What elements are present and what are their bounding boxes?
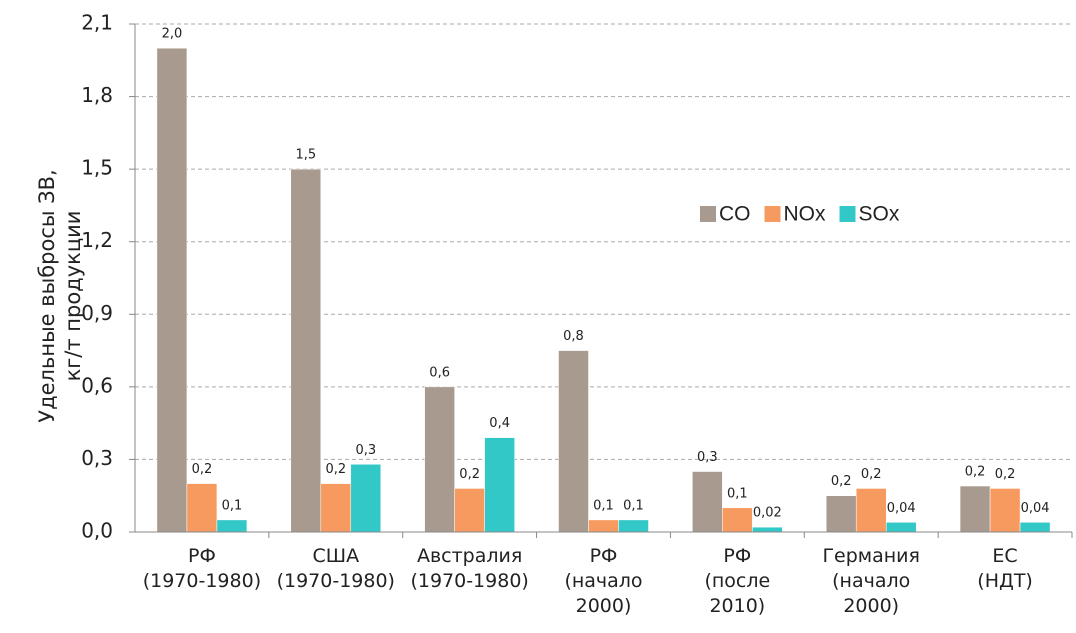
value-label: 0,04 <box>887 501 916 516</box>
value-label: 0,02 <box>753 506 782 521</box>
y-tick-label: 1,8 <box>81 83 113 107</box>
bar <box>454 488 485 533</box>
y-tick-label: 0,0 <box>81 519 113 543</box>
value-label: 0,2 <box>965 465 986 480</box>
bar <box>1019 522 1051 533</box>
bar <box>290 168 322 533</box>
y-tick-label: 1,2 <box>81 228 113 252</box>
bar <box>216 519 248 533</box>
bar <box>320 483 352 533</box>
bar <box>959 485 991 533</box>
bar <box>885 522 917 533</box>
y-tick-label: 0,6 <box>81 373 113 397</box>
value-label: 0,04 <box>1021 501 1050 516</box>
value-label: 0,2 <box>831 474 852 489</box>
value-label: 0,2 <box>861 467 882 482</box>
bar <box>752 526 783 533</box>
bar <box>156 47 188 533</box>
bar <box>855 488 887 533</box>
y-tick-label: 0,9 <box>81 301 113 325</box>
x-tick-label: ЕС (НДТ) <box>977 545 1033 592</box>
value-label: 0,1 <box>222 498 243 513</box>
value-label: 0,2 <box>325 462 346 477</box>
y-tick-label: 0,3 <box>81 446 113 470</box>
value-label: 0,2 <box>995 467 1016 482</box>
legend-label: NOx <box>784 203 827 226</box>
x-tick-label: Германия (начало 2000) <box>822 545 920 617</box>
legend-label: CO <box>719 203 751 226</box>
legend-swatch <box>839 206 856 222</box>
x-tick-label: США (1970-1980) <box>276 545 395 592</box>
value-label: 0,3 <box>697 450 718 465</box>
bar <box>186 483 218 533</box>
bar <box>989 488 1021 533</box>
bar <box>618 519 649 533</box>
bar <box>588 519 619 533</box>
value-label: 0,2 <box>192 462 213 477</box>
bar <box>825 495 857 533</box>
bar <box>558 350 589 533</box>
value-label: 2,0 <box>162 27 183 42</box>
value-label: 0,3 <box>355 443 376 458</box>
value-label: 0,8 <box>563 329 584 344</box>
y-tick-label: 2,1 <box>81 11 113 35</box>
x-tick-label: РФ (после 2010) <box>704 545 771 617</box>
x-tick-label: РФ (начало 2000) <box>564 545 643 617</box>
bar <box>722 507 753 533</box>
value-label: 0,4 <box>489 416 510 431</box>
value-label: 0,1 <box>623 498 644 513</box>
bar <box>692 471 723 533</box>
value-label: 0,2 <box>459 467 480 482</box>
x-tick-label: РФ (1970-1980) <box>142 545 262 592</box>
y-axis-title: Удельные выбросы ЗВ, кг/т продукции <box>35 169 85 423</box>
bar <box>350 464 382 533</box>
x-tick-label: Австралия (1970-1980) <box>410 545 529 592</box>
value-label: 0,1 <box>727 486 748 501</box>
value-label: 0,1 <box>593 498 614 513</box>
y-tick-label: 1,5 <box>81 156 113 180</box>
legend-swatch <box>700 206 716 222</box>
bar <box>424 386 455 533</box>
legend-swatch <box>764 206 781 222</box>
legend-label: SOx <box>859 203 900 226</box>
bar <box>484 437 515 533</box>
value-label: 1,5 <box>295 148 316 163</box>
value-label: 0,6 <box>429 365 450 380</box>
